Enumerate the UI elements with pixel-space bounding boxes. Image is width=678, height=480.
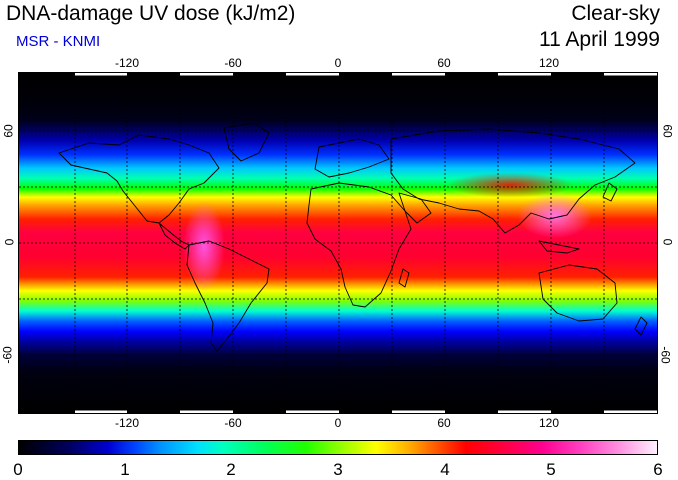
madagascar-outline [398,268,410,288]
lat-tick-right: -60 [658,346,673,364]
asia-outline [390,128,636,234]
japan-outline [602,182,618,202]
uv-dose-map [18,72,658,414]
map-source: MSR - KNMI [16,33,101,50]
coastlines [19,122,657,404]
lon-tick-bottom: 120 [538,416,560,430]
colorbar-label: 1 [120,460,130,479]
indonesia-outline [538,240,580,254]
map-date: 11 April 1999 [538,28,660,51]
lat-tick-left: -60 [0,346,15,364]
lat-tick-left: 60 [1,124,16,138]
africa-outline [306,182,412,308]
europe-outline [314,138,390,178]
south-america-outline [186,240,270,352]
lat-tick-right: 0 [660,238,675,246]
map-title: DNA-damage UV dose (kJ/m2) [6,2,296,25]
lon-tick-top: -120 [114,56,140,70]
lon-tick-bottom: -120 [114,416,140,430]
colorbar-label: 6 [653,460,663,479]
colorbar-label: 2 [226,460,236,479]
central-america-outline [158,222,190,250]
lon-tick-top: 0 [334,56,342,70]
sky-condition: Clear-sky [571,2,660,25]
graticule [19,73,657,413]
colorbar [18,440,658,455]
colorbar-label: 3 [333,460,343,479]
lon-tick-bottom: 60 [437,416,451,430]
colorbar-label: 5 [546,460,556,479]
colorbar-label: 0 [13,460,23,479]
map-overlay [19,73,657,413]
lon-tick-top: -60 [224,56,242,70]
lat-tick-left: 0 [2,238,17,246]
arabia-outline [398,192,432,224]
colorbar-label: 4 [440,460,450,479]
greenland-outline [223,122,270,162]
frame-ticks [75,73,657,413]
lon-tick-top: 60 [437,56,451,70]
lon-tick-top: 120 [538,56,560,70]
lat-tick-right: 60 [660,124,675,138]
lon-tick-bottom: 0 [334,416,342,430]
new-zealand-outline [634,316,648,336]
australia-outline [538,264,618,322]
north-america-outline [58,134,220,224]
lon-tick-bottom: -60 [224,416,242,430]
